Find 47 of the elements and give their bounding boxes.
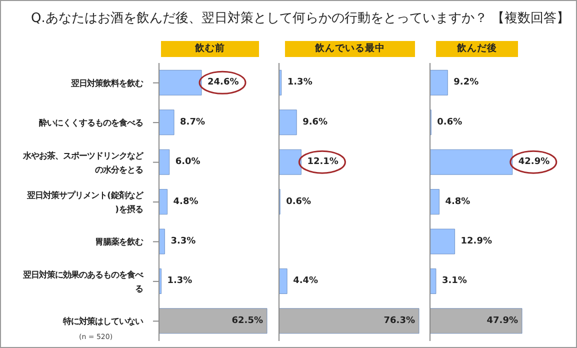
- bar: [278, 110, 297, 136]
- series-label: 飲む前: [161, 41, 259, 57]
- y-tick-label: 特に対策はしていない: [62, 316, 143, 326]
- bar: [158, 189, 168, 214]
- data-label: 9.6%: [302, 117, 328, 128]
- bar: [158, 110, 174, 136]
- data-label: 1.3%: [287, 78, 312, 88]
- bar: [278, 308, 420, 334]
- bar: [430, 268, 436, 294]
- bar: [158, 308, 268, 334]
- text: 飲んでいる最中: [285, 41, 415, 57]
- data-label: 4.8%: [173, 196, 198, 207]
- y-tick-label: 翌日対策サプリメント(錠剤など)を摂る: [26, 190, 144, 214]
- y-tick-label: 翌日対策飲料を飲む: [70, 78, 143, 88]
- bar: [430, 189, 440, 214]
- bar: [158, 70, 202, 96]
- data-label: 1.3%: [167, 276, 192, 286]
- data-label: 0.6%: [286, 196, 312, 207]
- bar: [278, 268, 288, 294]
- bar: [430, 228, 455, 254]
- data-label: 76.3%: [384, 316, 415, 326]
- data-label: 4.4%: [293, 276, 318, 286]
- data-label: 3.1%: [442, 276, 467, 286]
- series-label: 飲んだ後: [436, 41, 518, 57]
- data-label: 24.6%: [208, 78, 239, 88]
- data-label: 6.0%: [175, 157, 200, 168]
- data-label: 47.9%: [486, 316, 518, 326]
- data-label: 12.9%: [460, 236, 492, 247]
- y-tick-label: 翌日対策に効果のあるものを食べる: [22, 269, 144, 294]
- data-label: 4.8%: [445, 196, 470, 207]
- y-tick-label: 酔いにくくするものを食べる: [39, 118, 143, 128]
- bar: [430, 149, 513, 175]
- data-label: 62.5%: [232, 316, 263, 326]
- data-label: 42.9%: [518, 157, 550, 168]
- bar: [158, 228, 165, 254]
- data-label: 0.6%: [437, 117, 462, 128]
- bar: [430, 308, 522, 334]
- text: Q.あなたはお酒を飲んだ後、翌日対策として何らかの行動をとっていますか？ 【複数回答】: [31, 10, 570, 27]
- data-label: 9.2%: [454, 78, 479, 88]
- y-tick-label: 胃腸薬を飲む: [95, 236, 143, 247]
- bar: [278, 149, 302, 175]
- bar: [430, 70, 448, 96]
- bar: [158, 149, 170, 175]
- data-label: 12.1%: [307, 157, 338, 168]
- data-label: 3.3%: [170, 236, 196, 247]
- data-label: 8.7%: [180, 117, 205, 128]
- y-tick-label: 水やお茶、スポーツドリンクなどの水分をとる: [22, 150, 144, 174]
